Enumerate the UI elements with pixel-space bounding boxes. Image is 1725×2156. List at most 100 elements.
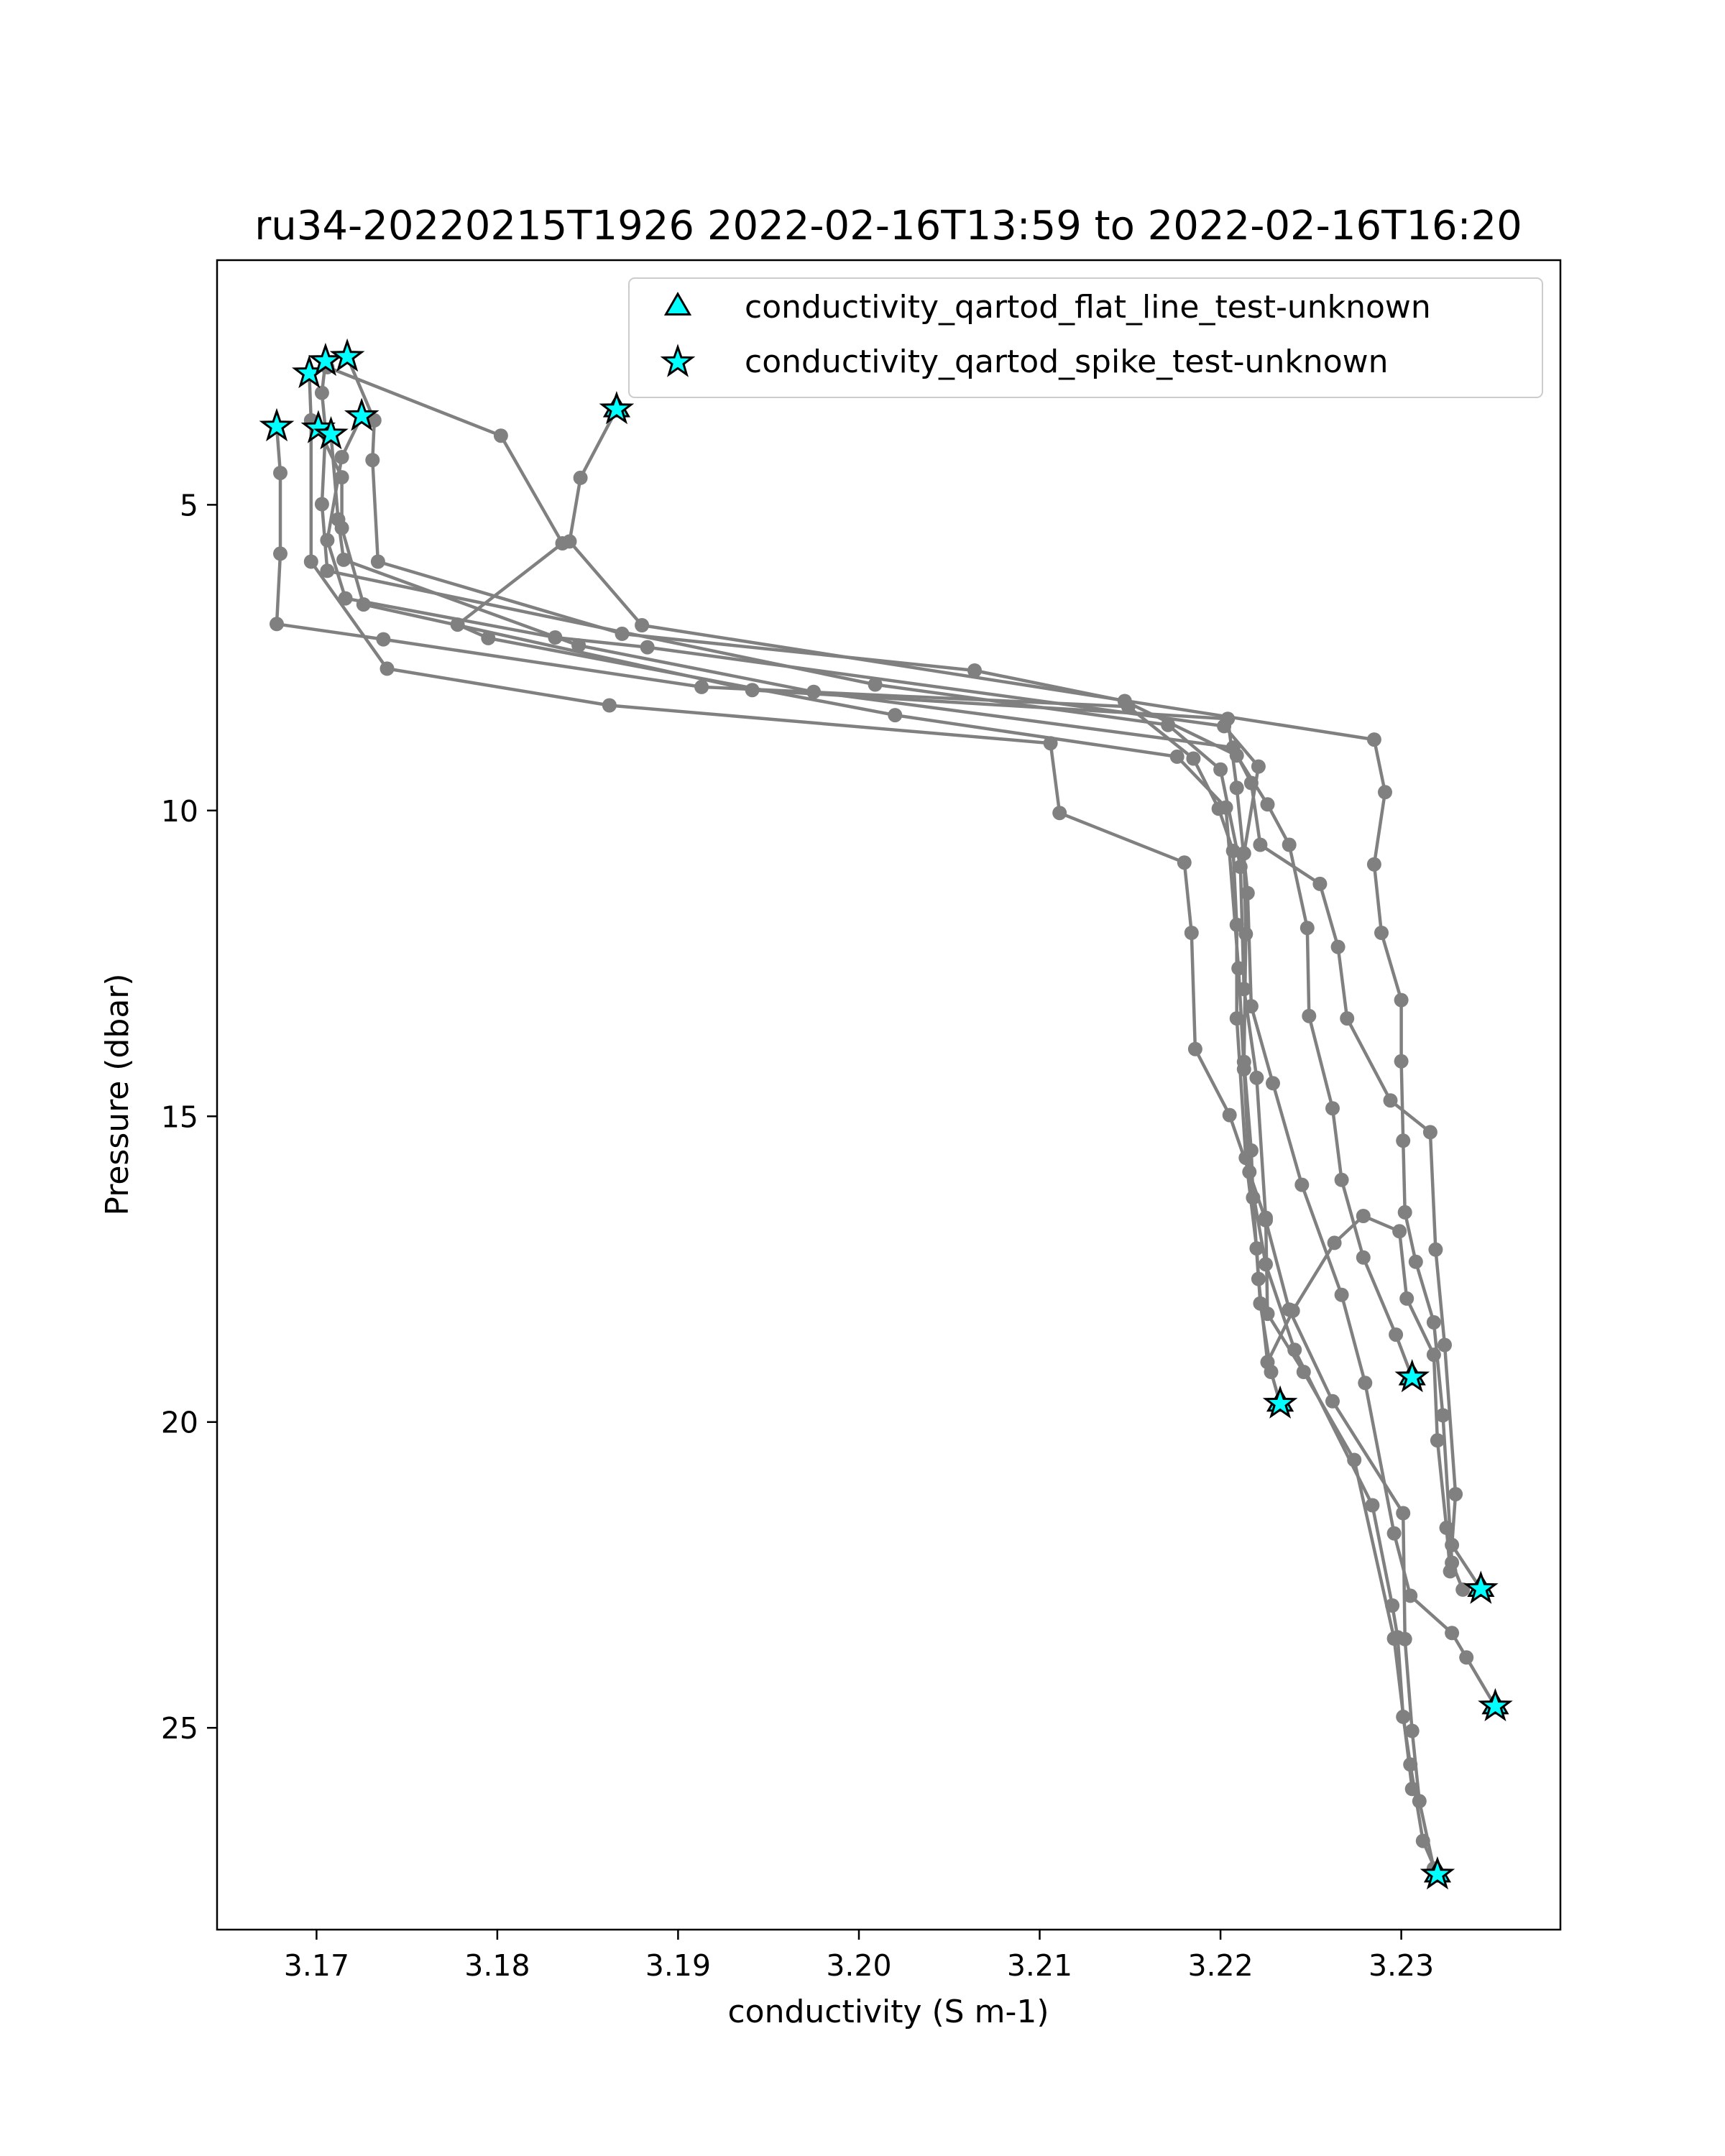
legend: conductivity_qartod_flat_line_test-unkno… — [628, 277, 1543, 398]
profile-point — [1243, 1143, 1259, 1158]
x-tick-label: 3.19 — [645, 1948, 711, 1983]
legend-label-spike: conductivity_qartod_spike_test-unknown — [745, 344, 1389, 380]
spike-flag-marker — [1478, 1687, 1513, 1722]
y-tick-label: 5 — [180, 488, 198, 522]
x-axis-label: conductivity (S m-1) — [727, 1994, 1049, 2030]
profile-point — [1430, 1433, 1445, 1448]
profile-point — [370, 554, 385, 569]
profile-point — [1334, 1287, 1349, 1302]
profile-point — [1366, 732, 1381, 747]
profile-point — [1218, 800, 1233, 815]
profile-point — [1356, 1250, 1371, 1265]
profile-point — [1389, 1327, 1404, 1342]
profile-point — [602, 698, 617, 713]
spike-flag-marker — [1262, 1385, 1298, 1419]
profile-point — [1302, 1008, 1317, 1023]
profile-point — [1187, 1041, 1202, 1056]
profile-point — [1394, 992, 1409, 1008]
profile-point — [1403, 1757, 1418, 1772]
profile-point — [1229, 917, 1244, 932]
spike-flag-marker — [599, 391, 635, 425]
x-axis: 3.17 3.18 3.19 3.20 3.21 3.22 3.23 — [284, 1930, 1434, 1983]
profile-point — [1459, 1650, 1474, 1665]
profile-point — [380, 661, 395, 676]
x-tick-label: 3.23 — [1368, 1948, 1434, 1983]
legend-box — [628, 277, 1543, 398]
profile-point — [1415, 1833, 1430, 1848]
y-tick-label: 25 — [161, 1711, 198, 1746]
spike-flag-marker — [308, 342, 344, 377]
y-tick-label: 15 — [161, 1100, 198, 1134]
profile-point — [1327, 1235, 1342, 1250]
profile-point — [1240, 885, 1255, 900]
profile-point — [334, 450, 349, 464]
profile-point — [303, 554, 318, 569]
profile-point — [1282, 837, 1297, 852]
profile-point — [320, 563, 335, 579]
profile-point — [1365, 1498, 1380, 1513]
profile-point — [1383, 1093, 1398, 1108]
profile-point — [314, 497, 329, 512]
spike-flag-marker — [344, 397, 380, 431]
profile-point — [1266, 1076, 1280, 1091]
profile-point — [1294, 1177, 1310, 1192]
profile-point — [1330, 939, 1346, 954]
profile-point — [450, 617, 465, 632]
x-tick-label: 3.22 — [1187, 1948, 1253, 1983]
profile-point — [1312, 876, 1328, 891]
profile-series-5 — [310, 421, 1503, 1714]
profile-point — [1052, 806, 1067, 821]
profile-point — [1236, 846, 1251, 861]
profile-point — [640, 640, 655, 655]
profile-point — [1243, 999, 1259, 1014]
profile-point — [1399, 1291, 1414, 1306]
x-tick-label: 3.17 — [284, 1948, 349, 1983]
profile-point — [1242, 1164, 1257, 1179]
profile-point — [1448, 1487, 1463, 1502]
y-axis-label: Pressure (dbar) — [99, 973, 136, 1215]
profile-point — [1253, 837, 1268, 852]
plot-area — [259, 338, 1513, 1890]
profile-point — [1238, 926, 1254, 941]
profile-point — [1358, 1376, 1373, 1391]
profile-point — [694, 679, 709, 694]
profile-point — [1186, 751, 1201, 766]
profile-point — [320, 533, 335, 548]
profile-point — [273, 546, 288, 561]
profile-point — [1386, 1526, 1402, 1541]
profile-point — [1285, 1303, 1300, 1318]
profile-point — [1396, 1506, 1411, 1521]
legend-label-flat-line: conductivity_qartod_flat_line_test-unkno… — [745, 289, 1431, 326]
profile-point — [1236, 1061, 1251, 1077]
profile-point — [270, 617, 284, 632]
x-tick-label: 3.21 — [1007, 1948, 1072, 1983]
spike-flag-marker — [1394, 1359, 1430, 1393]
profile-point — [1260, 797, 1275, 812]
chart-title: ru34-20220215T1926 2022-02-16T13:59 to 2… — [254, 203, 1522, 249]
profile-point — [1213, 762, 1228, 777]
profile-point — [314, 385, 329, 400]
profile-point — [1287, 1342, 1302, 1358]
legend-star-marker — [660, 344, 696, 377]
profile-point — [1397, 1204, 1412, 1220]
legend-star-symbol — [660, 344, 696, 377]
x-tick-label: 3.20 — [826, 1948, 891, 1983]
spike-flag-markers — [259, 338, 1513, 1890]
profile-point — [1356, 1209, 1371, 1223]
profile-line — [329, 434, 1483, 1590]
profile-point — [1251, 1271, 1266, 1286]
spike-flag-marker — [1420, 1856, 1455, 1890]
profile-point — [1325, 1393, 1340, 1409]
profile-point — [1366, 857, 1381, 872]
profile-point — [1455, 1582, 1471, 1597]
profile-point — [336, 552, 351, 567]
profile-point — [868, 677, 883, 692]
profile-point — [1374, 926, 1389, 940]
profile-point — [1439, 1520, 1454, 1535]
profile-point — [1438, 1337, 1452, 1353]
legend-triangle-marker — [663, 292, 692, 315]
profile-point — [1396, 1133, 1411, 1148]
profile-point — [806, 684, 822, 699]
profile-point — [1394, 1054, 1409, 1069]
